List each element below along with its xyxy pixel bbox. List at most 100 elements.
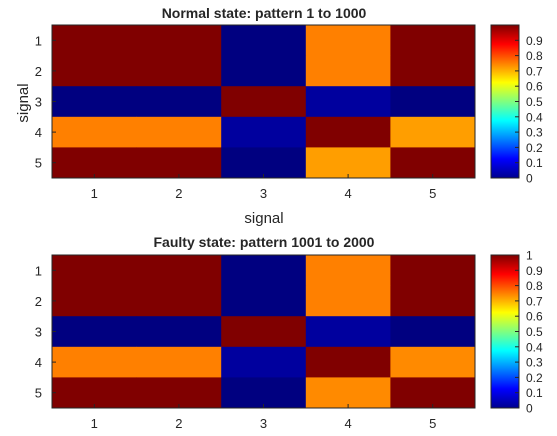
heatmap-cell	[52, 25, 137, 56]
colorbar-tick-label: 0.2	[526, 371, 543, 385]
heatmap-cell	[390, 25, 476, 56]
colorbar: 0 0.10.20.3 0.40.50.6 0.70.80.9	[490, 24, 543, 186]
heatmap-cell	[390, 116, 476, 148]
colorbar-tick-label: 0	[526, 172, 533, 186]
heatmap-cell	[221, 285, 307, 317]
y-axis-ticks: 1 2 3 4 5	[35, 33, 56, 171]
chart-title: Normal state: pattern 1 to 1000	[162, 5, 367, 21]
colorbar-tick-label: 0.1	[526, 156, 543, 170]
heatmap-cell	[221, 346, 307, 378]
colorbar-tick-label: 0.7	[526, 294, 543, 308]
heatmap-cell	[390, 316, 476, 348]
heatmap-cell	[390, 147, 476, 179]
x-tick-label: 2	[175, 416, 182, 431]
colorbar-gradient	[490, 254, 520, 409]
heatmap-cell	[136, 116, 222, 148]
y-axis-label: signal	[15, 83, 32, 122]
heatmap-cell	[52, 255, 137, 286]
x-tick-label: 4	[344, 186, 351, 201]
heatmap-cell	[305, 377, 391, 409]
heatmap-cell	[305, 116, 391, 148]
heatmap-cell	[52, 55, 137, 87]
y-tick-label: 1	[35, 33, 42, 48]
colorbar-tick-label: 0.1	[526, 386, 543, 400]
colorbar-tick-label: 0.5	[526, 325, 543, 339]
heatmap-cell	[221, 25, 307, 56]
y-tick-label: 4	[35, 125, 42, 140]
colorbar-tick-label: 0	[526, 402, 533, 416]
heatmap-cell	[390, 86, 476, 118]
heatmap-cell	[305, 255, 391, 286]
heatmap-cell	[305, 285, 391, 317]
heatmap-cell	[136, 147, 222, 179]
x-axis-label: signal	[244, 210, 283, 227]
x-axis-ticks: 1 2 3 4 5	[91, 404, 436, 431]
colorbar-gradient	[490, 24, 520, 179]
y-tick-label: 3	[35, 325, 42, 340]
y-tick-label: 2	[35, 294, 42, 309]
heatmap-cell	[221, 147, 307, 179]
heatmap-cell	[305, 147, 391, 179]
colorbar-tick-label: 0.5	[526, 95, 543, 109]
heatmap-cell	[221, 55, 307, 87]
heatmap-cell	[136, 316, 222, 348]
heatmap-cell	[52, 86, 137, 118]
heatmap-cell	[390, 377, 476, 409]
x-axis-ticks: 1 2 3 4 5	[91, 174, 436, 201]
heatmap-cell	[52, 316, 137, 348]
heatmap-cell	[52, 285, 137, 317]
heatmap-cell	[136, 25, 222, 56]
colorbar-tick-label: 0.2	[526, 141, 543, 155]
y-tick-label: 2	[35, 64, 42, 79]
colorbar-tick-label: 0.8	[526, 49, 543, 63]
heatmap-cell	[136, 55, 222, 87]
heatmap-cell	[221, 316, 307, 348]
x-tick-label: 2	[175, 186, 182, 201]
x-tick-label: 1	[91, 186, 98, 201]
heatmap-faulty-state: Faulty state: pattern 1001 to 2000 1 2 3 4 5…	[35, 234, 543, 431]
x-tick-label: 3	[260, 186, 267, 201]
heatmap-cells	[52, 255, 476, 409]
heatmap-cell	[305, 55, 391, 87]
colorbar-tick-label: 0.6	[526, 310, 543, 324]
heatmap-cell	[390, 55, 476, 87]
x-tick-label: 3	[260, 416, 267, 431]
y-tick-label: 3	[35, 95, 42, 110]
heatmap-cell	[221, 86, 307, 118]
heatmap-cell	[221, 377, 307, 409]
y-axis-ticks: 1 2 3 4 5	[35, 263, 56, 401]
chart-title: Faulty state: pattern 1001 to 2000	[154, 234, 375, 250]
heatmap-normal-state: Normal state: pattern 1 to 1000 1 2 3 4 5 1 2…	[15, 5, 543, 227]
colorbar-tick-label: 0.4	[526, 110, 543, 124]
heatmap-cell	[136, 377, 222, 409]
colorbar-tick-label: 1	[526, 249, 533, 263]
heatmap-cell	[390, 346, 476, 378]
heatmap-cell	[52, 346, 137, 378]
heatmap-cell	[52, 147, 137, 179]
heatmap-cell	[305, 346, 391, 378]
y-tick-label: 1	[35, 263, 42, 278]
x-tick-label: 5	[429, 416, 436, 431]
heatmap-cell	[305, 86, 391, 118]
heatmap-cell	[221, 255, 307, 286]
colorbar-tick-label: 0.4	[526, 340, 543, 354]
heatmap-cell	[136, 346, 222, 378]
colorbar-tick-label: 0.6	[526, 80, 543, 94]
heatmap-cell	[390, 255, 476, 286]
heatmap-cell	[305, 316, 391, 348]
colorbar-tick-label: 0.3	[526, 126, 543, 140]
heatmap-cells	[52, 25, 476, 179]
y-tick-label: 4	[35, 355, 42, 370]
heatmap-cell	[390, 285, 476, 317]
x-tick-label: 5	[429, 186, 436, 201]
heatmap-cell	[136, 86, 222, 118]
heatmap-cell	[136, 285, 222, 317]
x-tick-label: 1	[91, 416, 98, 431]
heatmap-cell	[52, 116, 137, 148]
heatmap-cell	[136, 255, 222, 286]
heatmap-cell	[305, 25, 391, 56]
heatmap-cell	[52, 377, 137, 409]
y-tick-label: 5	[35, 156, 42, 171]
colorbar-tick-label: 0.9	[526, 34, 543, 48]
